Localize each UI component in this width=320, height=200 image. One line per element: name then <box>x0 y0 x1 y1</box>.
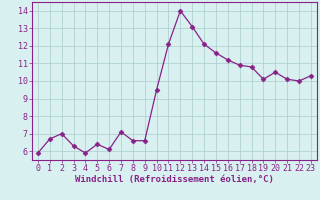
X-axis label: Windchill (Refroidissement éolien,°C): Windchill (Refroidissement éolien,°C) <box>75 175 274 184</box>
